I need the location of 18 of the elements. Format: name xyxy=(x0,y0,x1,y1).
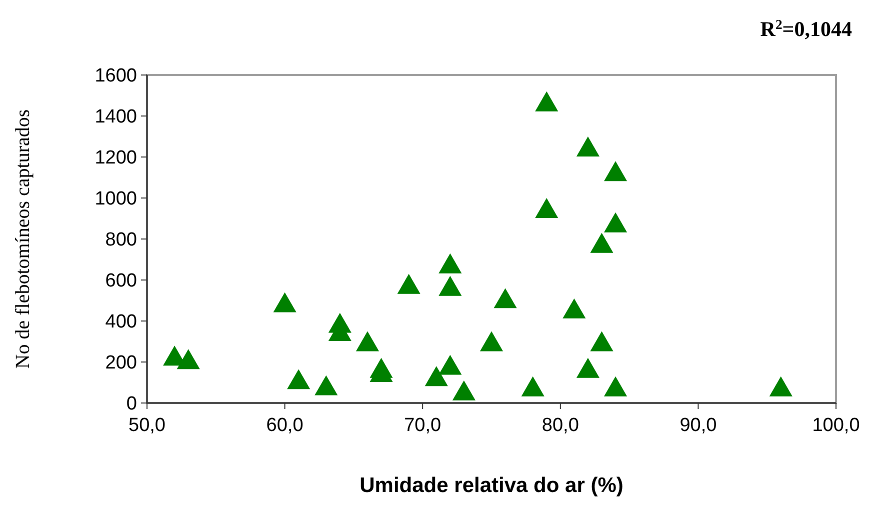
x-tick-label: 100,0 xyxy=(812,415,860,436)
y-tick-label: 0 xyxy=(126,394,137,415)
y-tick-label: 1200 xyxy=(94,148,137,169)
y-tick-label: 600 xyxy=(105,270,137,292)
x-axis-title: Umidade relativa do ar (%) xyxy=(360,474,624,497)
x-tick-label: 50,0 xyxy=(128,415,166,436)
y-tick-label: 200 xyxy=(105,352,137,374)
y-tick-label: 1400 xyxy=(94,106,137,128)
y-tick-label: 1600 xyxy=(94,66,137,87)
x-tick-label: 70,0 xyxy=(404,415,442,436)
x-tick-label: 80,0 xyxy=(542,415,579,436)
y-axis-title: No de flebotomíneos capturados xyxy=(12,109,34,369)
y-tick-label: 1000 xyxy=(94,188,137,210)
x-tick-label: 60,0 xyxy=(266,415,304,436)
y-tick-label: 400 xyxy=(105,312,137,333)
text: R$^{2}$=0,1044 xyxy=(760,16,852,41)
x-tick-label: 90,0 xyxy=(680,415,717,436)
y-tick-label: 800 xyxy=(105,230,137,251)
